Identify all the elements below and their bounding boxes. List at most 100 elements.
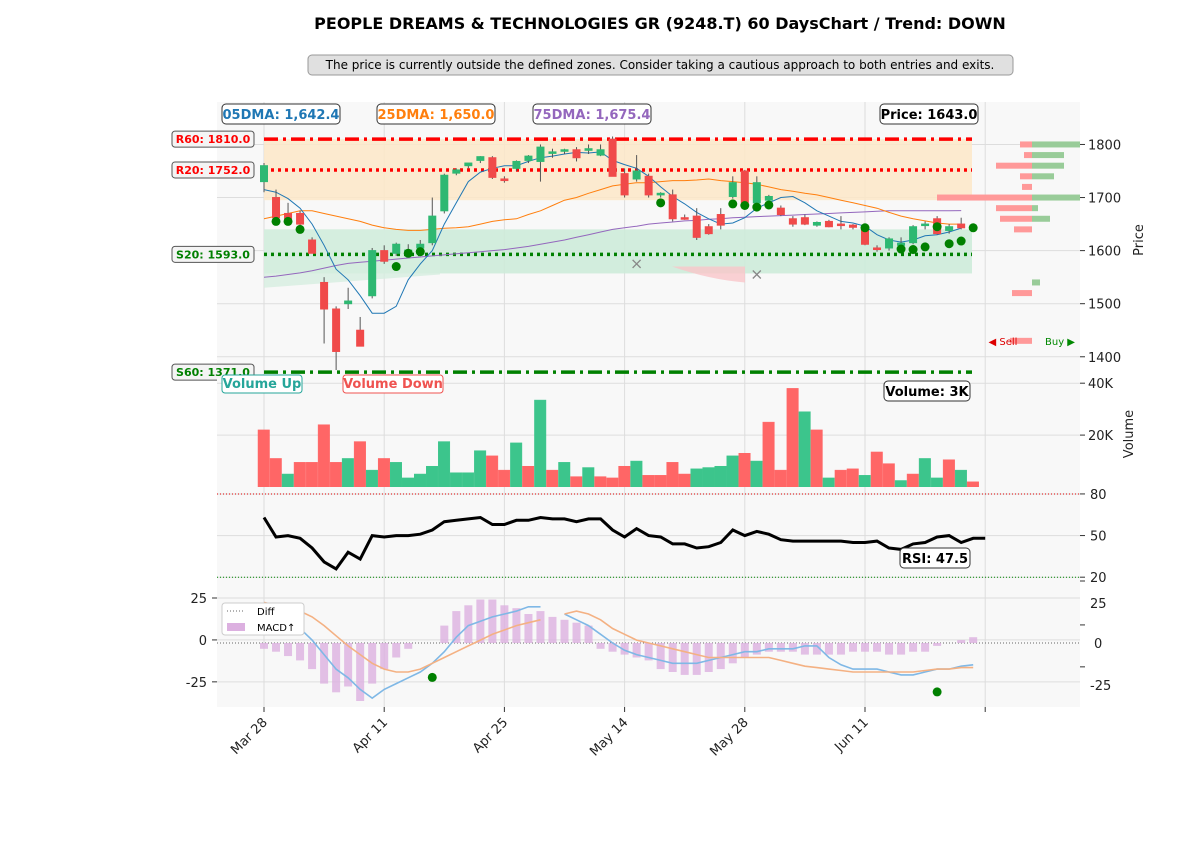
volume-bar [474, 450, 487, 488]
macd-hist-bar [764, 643, 773, 652]
volume-bar [642, 475, 655, 488]
candle-body [957, 223, 966, 229]
macd-hist-bar [548, 616, 557, 643]
macd-hist-bar [957, 640, 966, 643]
volume-bar [702, 467, 715, 488]
volume-bar [570, 476, 583, 488]
candle-body [764, 195, 773, 201]
volume-bar [293, 462, 306, 488]
macd-ytick-right-label: 25 [1090, 597, 1107, 612]
signal-marker [860, 223, 870, 233]
volume-bar [954, 469, 967, 488]
signal-marker [728, 199, 738, 209]
volume-bar [546, 469, 559, 488]
volume-bar [353, 441, 366, 488]
price-ytick-label: 1500 [1088, 298, 1121, 313]
candle-body [716, 214, 725, 226]
candle-body [320, 281, 329, 310]
price-axis-label: Price [1132, 224, 1147, 256]
macd-hist-bar [488, 599, 497, 643]
signal-marker [968, 223, 978, 233]
signal-marker [415, 247, 425, 257]
macd-hist-bar [404, 643, 413, 649]
volume-bar [510, 442, 523, 488]
level-label: R20: 1752.0 [176, 164, 251, 177]
volume-bar [269, 458, 282, 488]
candle-body [296, 212, 305, 225]
macd-hist-bar [440, 625, 449, 643]
signal-line [263, 601, 974, 673]
volume-bar [401, 477, 414, 488]
macd-hist-bar [885, 643, 894, 655]
profile-buy-label: Buy ▶ [1045, 337, 1075, 348]
volume-panel: 20K 40K Volume Volume Up Volume Down Volume: … [217, 374, 1137, 488]
macd-hist-bar [897, 643, 906, 655]
x-tick-label: Apr 11 [350, 715, 391, 756]
volume-bar [678, 473, 691, 488]
volume-badge: Volume: 3K [885, 385, 969, 400]
x-tick-label: Mar 28 [228, 715, 271, 758]
profile-buy-bar [1032, 205, 1038, 212]
price-ytick-label: 1700 [1088, 192, 1121, 207]
macd-line [263, 606, 974, 700]
profile-sell-bar [1020, 173, 1032, 180]
candle-body [752, 182, 761, 204]
macd-hist-bar [284, 643, 293, 657]
candle-body [500, 178, 509, 182]
macd-hist-bar [500, 605, 509, 643]
candle-body [452, 169, 461, 174]
volume-bar [281, 473, 294, 488]
x-marker [632, 259, 642, 269]
macd-hist-bar [812, 643, 821, 655]
candle-body [572, 149, 581, 159]
volume-bar [426, 465, 439, 488]
volume-bar [786, 388, 799, 488]
level-label: R60: 1810.0 [176, 133, 251, 146]
profile-buy-bar [1032, 152, 1064, 159]
macd-marker [932, 687, 942, 697]
volume-bar [714, 465, 727, 488]
macd-hist-bar [536, 611, 545, 643]
candle-body [704, 226, 713, 235]
rsi-ytick-label: 20 [1090, 571, 1107, 586]
rsi-ytick-label: 50 [1090, 530, 1107, 545]
candle-body [464, 162, 473, 167]
volume-bar [365, 469, 378, 488]
candle-body [536, 146, 545, 162]
candle-body [428, 215, 437, 244]
macd-ytick-left-label: 25 [190, 592, 207, 607]
signal-marker [391, 262, 401, 272]
rsi-ytick-label: 80 [1090, 488, 1107, 503]
volume-up-badge: Volume Up [223, 377, 302, 392]
macd-hist-bar [909, 643, 918, 652]
volume-down-badge: Volume Down [343, 377, 443, 392]
volume-bar [317, 424, 330, 488]
profile-sell-bar [1000, 215, 1032, 222]
volume-bar [666, 462, 679, 488]
candle-body [440, 174, 449, 212]
rsi-badge: RSI: 47.5 [902, 552, 968, 567]
badge-box [376, 103, 496, 125]
volume-bar [486, 455, 499, 488]
candle-body [728, 182, 737, 197]
macd-hist-bar [921, 643, 930, 652]
profile-buy-bar [1032, 162, 1064, 169]
volume-bar [690, 468, 703, 488]
volume-bar [534, 399, 547, 488]
volume-bar [582, 467, 595, 488]
macd-hist-bar [873, 643, 882, 652]
volume-bar [906, 473, 919, 488]
volume-bar [522, 465, 535, 488]
volume-bar [341, 458, 354, 488]
badge-price: Price: 1643.0 [881, 108, 978, 123]
macd-hist-bar [356, 643, 365, 701]
volume-bar [462, 472, 475, 488]
candle-body [512, 160, 521, 169]
candle-body [800, 217, 809, 225]
candle-body [909, 226, 918, 244]
macd-hist-bar [464, 605, 473, 643]
macd-hist-bar [740, 643, 749, 658]
profile-sell-bar [996, 205, 1032, 212]
candle-body [873, 247, 882, 251]
